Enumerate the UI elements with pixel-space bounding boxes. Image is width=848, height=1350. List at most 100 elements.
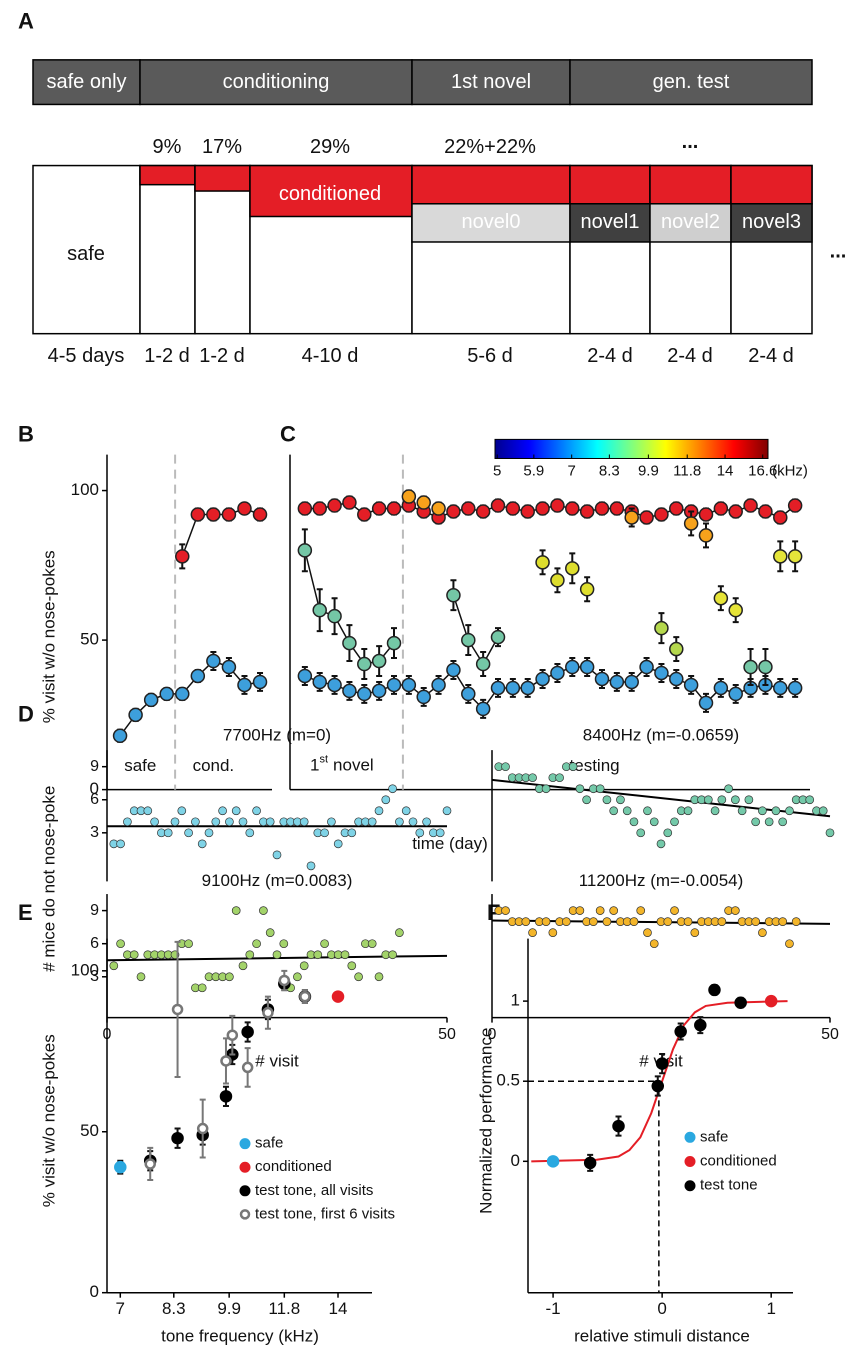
data-point	[669, 671, 684, 687]
data-point	[143, 692, 159, 708]
data-point	[501, 762, 510, 772]
data-point	[758, 806, 767, 816]
data-point	[649, 817, 659, 827]
data-point	[170, 817, 180, 827]
data-point	[670, 817, 679, 827]
data-point	[717, 917, 727, 926]
data-point	[128, 707, 143, 723]
block-label: novel0	[462, 211, 521, 233]
novel-block	[649, 203, 732, 243]
series-line	[304, 501, 796, 519]
panel-label: D	[18, 702, 34, 727]
data-point	[683, 516, 699, 531]
data-point	[575, 784, 585, 794]
data-point	[589, 917, 598, 926]
block-label: novel1	[581, 211, 640, 233]
data-point	[312, 602, 327, 618]
data-point	[408, 817, 418, 827]
x-tick-label: 8.3	[162, 1299, 186, 1318]
data-point	[416, 495, 431, 510]
subplot-title: 11200Hz (m=-0.0054)	[579, 871, 744, 890]
data-point	[535, 555, 550, 570]
data-point	[238, 817, 248, 827]
y-tick-label: 9	[90, 902, 99, 919]
data-point	[395, 928, 404, 938]
data-point	[694, 1018, 707, 1032]
data-point	[357, 686, 372, 702]
data-point	[367, 939, 377, 949]
percent-label: ...	[682, 131, 699, 153]
data-point	[354, 972, 363, 982]
data-point	[252, 674, 268, 690]
block-label: novel2	[661, 211, 720, 233]
legend-marker	[239, 1138, 251, 1150]
data-point	[342, 683, 357, 699]
panel-label: A	[18, 9, 34, 34]
conditioned-block	[194, 164, 251, 192]
legend-label: safe	[700, 1128, 728, 1145]
legend-label: test tone, all visits	[255, 1182, 373, 1199]
data-point	[541, 784, 551, 794]
data-point	[579, 504, 595, 519]
data-point	[778, 917, 788, 926]
data-point	[535, 671, 550, 687]
data-point	[184, 828, 193, 838]
colorbar-tick-label: 7	[568, 462, 576, 479]
y-tick-label: 1	[511, 991, 520, 1010]
data-point	[218, 806, 227, 816]
subplot-title: 7700Hz (m=0)	[223, 726, 331, 745]
annotation-part: 1	[310, 756, 319, 775]
data-point	[565, 501, 580, 516]
stage-box	[194, 164, 251, 335]
data-point	[357, 507, 372, 522]
data-point	[787, 498, 803, 513]
data-point	[279, 939, 289, 949]
data-point	[265, 817, 275, 827]
phase-box	[139, 59, 413, 106]
duration-label: 2-4 d	[667, 345, 713, 367]
data-point	[225, 817, 234, 827]
data-point	[175, 686, 190, 702]
colorbar-unit: (kHz)	[772, 462, 808, 479]
data-point	[278, 974, 291, 987]
data-point	[629, 817, 639, 827]
data-point	[252, 939, 261, 949]
data-point	[347, 961, 357, 971]
duration-label: 4-5 days	[48, 345, 125, 367]
data-point	[237, 501, 252, 516]
data-point	[521, 917, 531, 926]
data-point	[656, 839, 666, 849]
data-point	[579, 581, 595, 597]
data-point	[528, 773, 537, 783]
data-point	[773, 680, 788, 696]
data-point	[758, 928, 767, 938]
data-point	[395, 817, 404, 827]
data-point	[197, 983, 207, 993]
data-point	[190, 668, 206, 684]
data-point	[197, 839, 207, 849]
data-point	[293, 972, 302, 982]
data-point	[206, 507, 221, 522]
data-point	[327, 498, 342, 513]
x-tick-label: 50	[821, 1026, 839, 1043]
data-point	[791, 917, 801, 926]
data-point	[206, 653, 221, 669]
data-point	[225, 972, 234, 982]
data-point	[357, 656, 372, 672]
data-point	[728, 686, 743, 702]
data-point	[737, 806, 747, 816]
data-point	[743, 659, 758, 675]
data-point	[461, 632, 476, 648]
data-point	[713, 590, 729, 606]
duration-label: 1-2 d	[199, 345, 245, 367]
data-point	[431, 501, 446, 516]
y-tick-label: 6	[90, 791, 99, 808]
duration-label: 2-4 d	[748, 345, 794, 367]
data-point	[231, 806, 241, 816]
y-tick-label: 6	[90, 935, 99, 952]
data-point	[327, 608, 342, 624]
data-point	[751, 817, 760, 827]
data-point	[312, 501, 327, 516]
data-point	[674, 1025, 687, 1038]
data-point	[643, 806, 652, 816]
